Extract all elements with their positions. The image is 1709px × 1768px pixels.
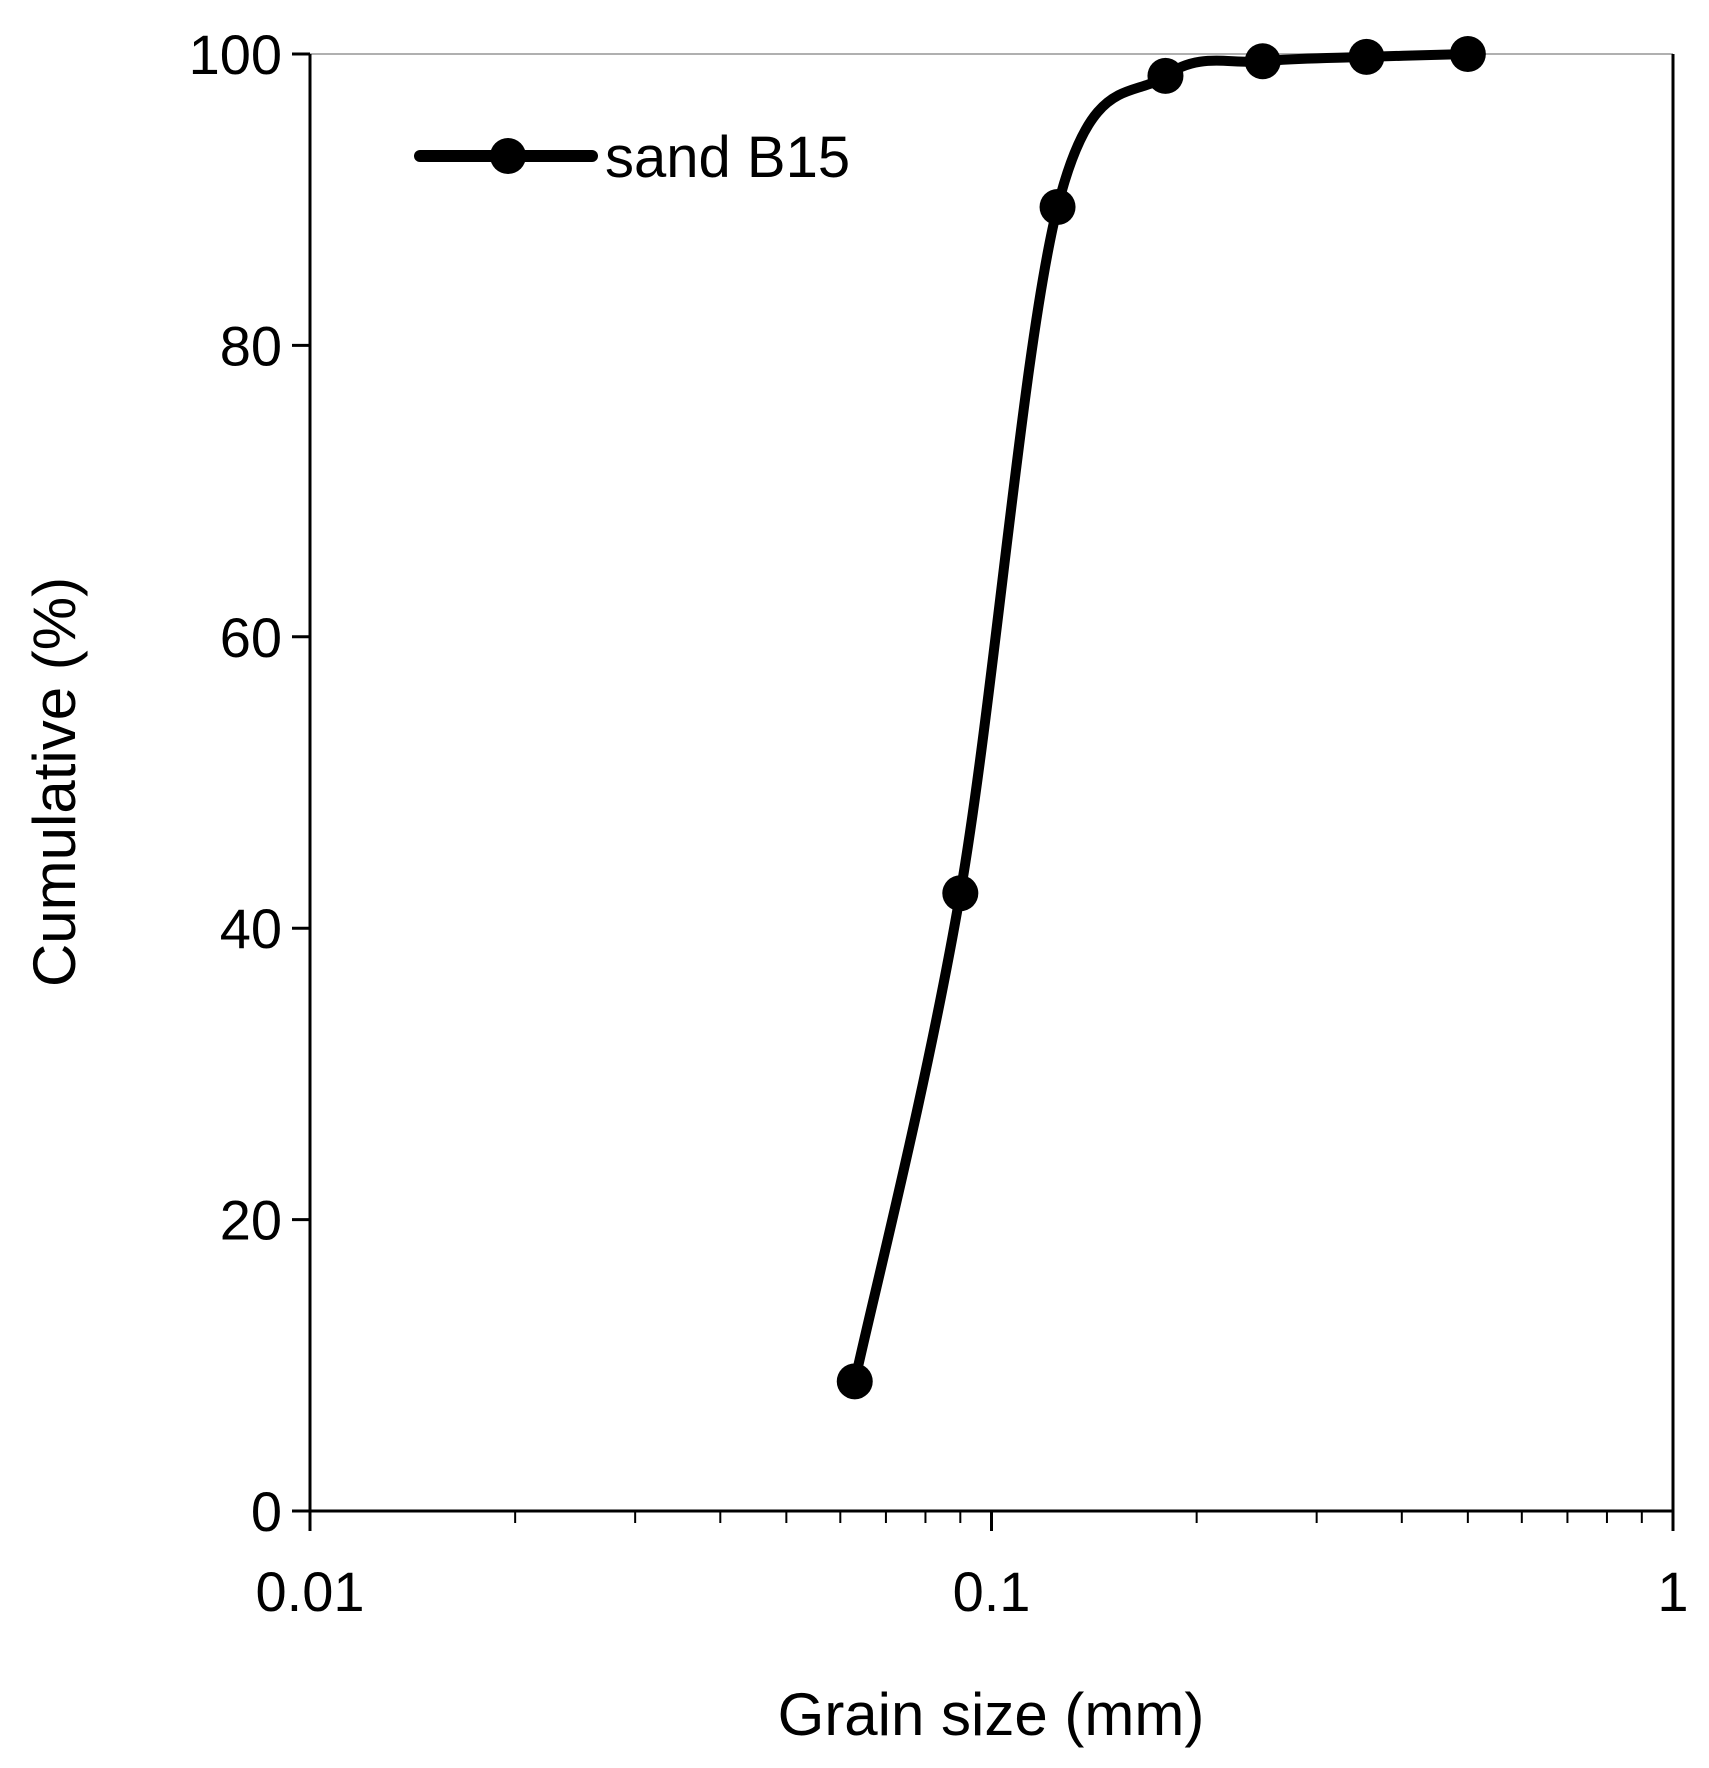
data-point: [1449, 36, 1486, 72]
y-tick-label: 20: [220, 1189, 282, 1252]
y-tick-label: 60: [220, 606, 282, 669]
x-tick-label: 0.1: [953, 1560, 1031, 1623]
x-axis-title: Grain size (mm): [778, 1681, 1205, 1748]
y-axis-ticks: 0 20 40 60 80 100: [189, 23, 310, 1543]
x-axis-ticks: 0.01 0.1 1: [256, 1511, 1689, 1623]
series-line: [849, 49, 1473, 1387]
y-axis-title: Cumulative (%): [21, 577, 88, 987]
data-point: [1348, 38, 1385, 75]
x-tick-label: 0.01: [256, 1560, 365, 1623]
data-point: [1039, 188, 1076, 225]
x-tick-label: 1: [1657, 1560, 1688, 1623]
data-point: [1147, 57, 1184, 94]
series-layer: [836, 36, 1486, 1400]
y-tick-label: 40: [220, 897, 282, 960]
data-point: [1244, 43, 1281, 80]
data-point: [942, 875, 979, 912]
legend: sand B15: [414, 125, 850, 190]
plot-frame: [308, 53, 1675, 1513]
y-tick-label: 100: [189, 23, 282, 86]
y-tick-label: 0: [251, 1480, 282, 1543]
data-point: [836, 1363, 873, 1400]
legend-marker-swatch: [490, 138, 526, 174]
y-tick-label: 80: [220, 314, 282, 377]
legend-label: sand B15: [605, 125, 850, 190]
